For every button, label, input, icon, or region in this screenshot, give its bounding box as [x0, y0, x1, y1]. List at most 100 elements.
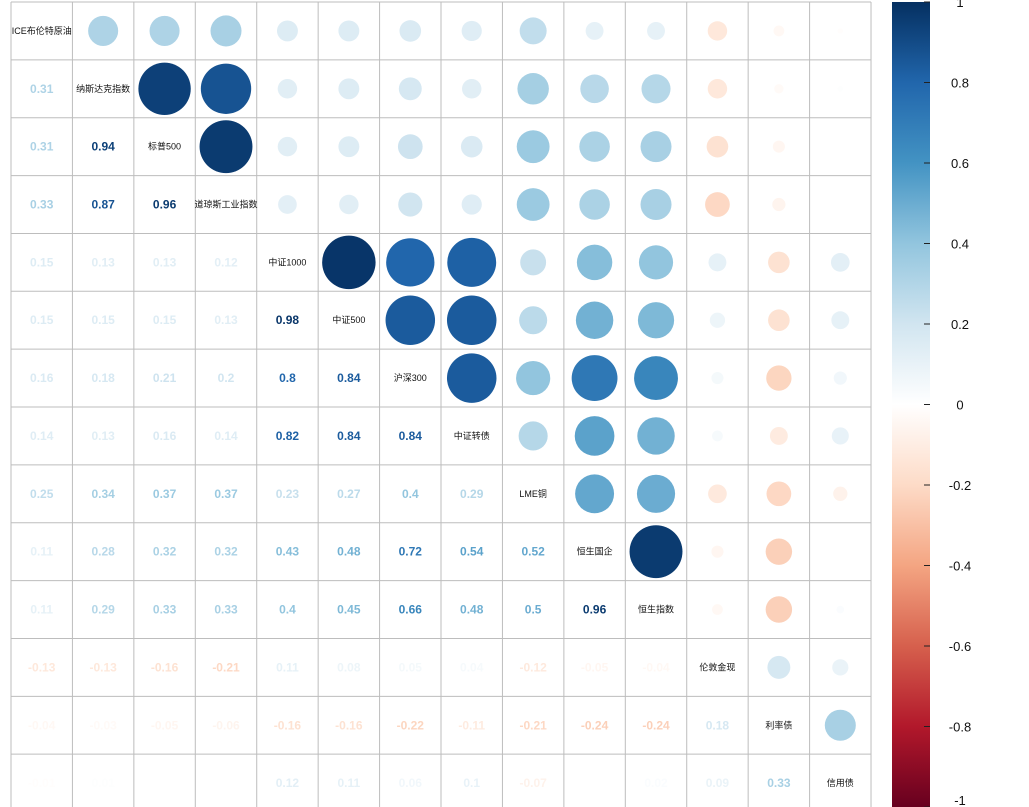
correlation-value: -0.13 — [28, 660, 56, 674]
correlation-circle — [574, 416, 615, 456]
correlation-value: 0.48 — [337, 545, 361, 559]
correlation-circle — [638, 245, 674, 280]
correlation-circle — [447, 237, 497, 287]
colorbar-tick-label: 0 — [956, 398, 963, 413]
correlation-circle — [579, 131, 610, 162]
correlation-circle — [830, 253, 850, 272]
correlation-circle — [276, 20, 298, 42]
correlation-value: -0.16 — [335, 718, 363, 732]
colorbar-tick-label: -1 — [954, 793, 966, 807]
correlation-value: 0.11 — [30, 603, 53, 617]
correlation-circle — [322, 235, 376, 290]
correlation-circle — [824, 709, 856, 741]
correlation-circle — [585, 21, 604, 40]
correlation-value: 0.29 — [91, 603, 115, 617]
correlation-circle — [769, 427, 788, 445]
correlation-circle — [708, 484, 727, 504]
correlation-value: 0.11 — [276, 660, 299, 674]
correlation-value: 0.28 — [91, 545, 115, 559]
correlation-value: 0.94 — [91, 140, 115, 154]
correlation-circle — [706, 135, 729, 158]
variable-label: 中证500 — [332, 314, 365, 325]
correlation-value: 0.5 — [525, 603, 542, 617]
colorbar-tick-label: -0.4 — [949, 559, 971, 574]
correlation-value: 0.52 — [521, 545, 545, 559]
correlation-value: 0.84 — [399, 429, 423, 443]
variable-label: 标普500 — [148, 141, 181, 152]
correlation-value: -0.16 — [274, 718, 302, 732]
correlation-circle — [461, 20, 482, 42]
correlation-circle — [707, 21, 728, 41]
variable-label: 恒生国企 — [577, 546, 613, 557]
variable-label: 沪深300 — [394, 372, 427, 383]
correlation-circle — [768, 309, 790, 332]
variable-label: 伦敦金现 — [699, 661, 735, 672]
correlation-circle — [339, 194, 359, 215]
colorbar-gradient — [892, 2, 930, 807]
correlation-circle — [766, 365, 792, 391]
correlation-value: -0.24 — [581, 718, 609, 732]
correlation-circle — [277, 79, 298, 99]
correlation-circle — [516, 188, 550, 221]
correlation-circle — [571, 355, 618, 401]
correlation-value: 0.05 — [399, 660, 423, 674]
correlation-value: 0.01 — [91, 776, 115, 790]
correlation-circle — [641, 74, 671, 104]
correlation-value: 0.96 — [583, 603, 607, 617]
correlation-value: 0.98 — [276, 313, 300, 327]
correlation-value: 0.13 — [91, 429, 115, 443]
colorbar: 1 0.8 0.6 0.4 0.2 0 -0.2 -0.4 -0.6 -0.8 -1 — [892, 0, 971, 807]
correlation-value: 0.43 — [276, 545, 300, 559]
correlation-circle — [461, 194, 482, 215]
correlation-value: 0.12 — [214, 255, 238, 269]
correlation-value: 0.72 — [399, 545, 423, 559]
correlation-circle — [711, 545, 724, 558]
colorbar-tick-label: 0.6 — [951, 156, 969, 171]
correlation-circle — [575, 301, 614, 339]
correlation-circle — [519, 17, 547, 45]
correlation-value: 0.14 — [30, 429, 54, 443]
correlation-value: 0.33 — [153, 603, 177, 617]
correlation-value: 0.31 — [30, 82, 54, 96]
correlation-value: 0.16 — [153, 429, 177, 443]
correlation-value: 0.32 — [214, 545, 238, 559]
correlation-value: 0 — [223, 776, 230, 790]
correlation-circle — [768, 251, 790, 274]
correlation-value: 0 — [591, 776, 598, 790]
correlation-circle — [199, 120, 253, 174]
correlation-circle — [833, 371, 847, 385]
correlation-circle — [575, 474, 615, 514]
correlation-value: 0.8 — [279, 371, 296, 385]
correlation-value: -0.22 — [397, 718, 425, 732]
correlation-value: -0.12 — [519, 660, 547, 674]
correlation-circle — [637, 302, 675, 339]
correlation-circle — [767, 655, 791, 679]
correlation-circle — [765, 596, 793, 623]
correlation-value: -0.16 — [151, 660, 179, 674]
correlation-value: -0.06 — [212, 718, 240, 732]
colorbar-tick-label: -0.6 — [949, 639, 971, 654]
variable-label: 道琼斯工业指数 — [194, 199, 257, 210]
correlation-value: 0.11 — [30, 545, 53, 559]
correlation-circle — [519, 306, 548, 335]
correlation-grid: ICE布伦特原油 0.31 纳斯达克指数 0.31 0.94 标普500 0.33 0.87 0… — [10, 1, 872, 807]
correlation-circle — [149, 15, 180, 46]
correlation-circle — [709, 312, 726, 328]
correlation-circle — [833, 486, 848, 501]
colorbar-tick-label: -0.2 — [949, 478, 971, 493]
correlation-value: -0.11 — [458, 718, 485, 732]
correlation-circle — [831, 311, 850, 330]
correlation-value: -0.13 — [89, 660, 117, 674]
correlation-circle — [210, 15, 242, 47]
colorbar-tick-label: -0.8 — [949, 720, 971, 735]
correlation-circle — [520, 249, 547, 276]
correlation-circle — [446, 353, 497, 403]
colorbar-tick-label: 0.8 — [951, 76, 969, 91]
correlation-circle — [832, 659, 849, 676]
correlation-value: 0.15 — [153, 313, 177, 327]
variable-label: 利率债 — [765, 719, 792, 730]
correlation-circle — [460, 135, 483, 158]
correlation-value: 0.32 — [153, 545, 177, 559]
correlation-value: 0.15 — [30, 313, 54, 327]
correlation-circle — [446, 295, 497, 345]
